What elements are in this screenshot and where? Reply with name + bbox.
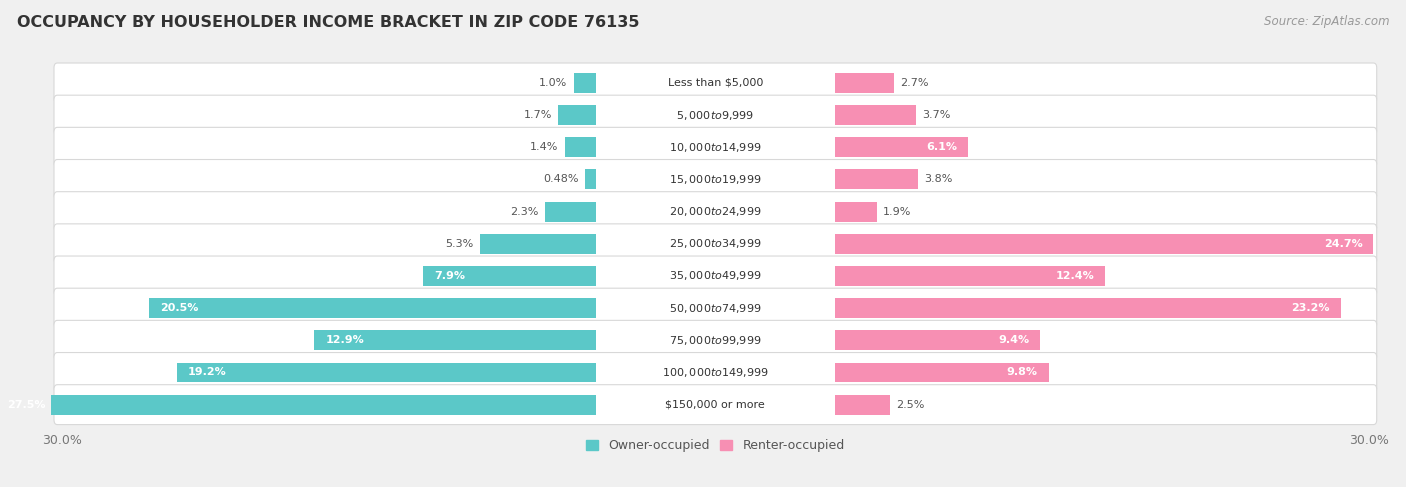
Bar — [177, 362, 596, 382]
Bar — [423, 266, 596, 286]
Bar — [835, 234, 1374, 254]
Text: $35,000 to $49,999: $35,000 to $49,999 — [669, 269, 762, 282]
Text: $75,000 to $99,999: $75,000 to $99,999 — [669, 334, 762, 347]
Bar — [835, 202, 876, 222]
Bar — [835, 73, 894, 93]
Text: $10,000 to $14,999: $10,000 to $14,999 — [669, 141, 762, 154]
FancyBboxPatch shape — [53, 385, 1376, 425]
Bar — [585, 169, 596, 189]
FancyBboxPatch shape — [53, 320, 1376, 360]
Bar — [835, 169, 918, 189]
Text: 1.9%: 1.9% — [883, 206, 911, 217]
Text: $50,000 to $74,999: $50,000 to $74,999 — [669, 301, 762, 315]
FancyBboxPatch shape — [53, 127, 1376, 167]
Text: $5,000 to $9,999: $5,000 to $9,999 — [676, 109, 755, 122]
Text: 9.4%: 9.4% — [998, 336, 1029, 345]
FancyBboxPatch shape — [53, 224, 1376, 264]
Text: 12.4%: 12.4% — [1056, 271, 1094, 281]
Bar — [574, 73, 596, 93]
Text: $150,000 or more: $150,000 or more — [665, 400, 765, 410]
Bar — [835, 330, 1040, 350]
Bar — [835, 105, 915, 125]
Text: OCCUPANCY BY HOUSEHOLDER INCOME BRACKET IN ZIP CODE 76135: OCCUPANCY BY HOUSEHOLDER INCOME BRACKET … — [17, 15, 640, 30]
Legend: Owner-occupied, Renter-occupied: Owner-occupied, Renter-occupied — [586, 439, 845, 452]
Bar — [315, 330, 596, 350]
Text: $100,000 to $149,999: $100,000 to $149,999 — [662, 366, 769, 379]
Bar — [835, 362, 1049, 382]
Bar — [0, 394, 596, 414]
Text: 6.1%: 6.1% — [927, 142, 957, 152]
Text: 12.9%: 12.9% — [325, 336, 364, 345]
Text: $25,000 to $34,999: $25,000 to $34,999 — [669, 237, 762, 250]
Bar — [479, 234, 596, 254]
Text: 2.3%: 2.3% — [510, 206, 538, 217]
Bar — [546, 202, 596, 222]
Bar — [835, 298, 1341, 318]
Text: $15,000 to $19,999: $15,000 to $19,999 — [669, 173, 762, 186]
Text: 1.4%: 1.4% — [530, 142, 558, 152]
Text: 3.8%: 3.8% — [925, 174, 953, 185]
Text: 5.3%: 5.3% — [446, 239, 474, 249]
Bar — [149, 298, 596, 318]
FancyBboxPatch shape — [53, 288, 1376, 328]
Text: 7.9%: 7.9% — [434, 271, 465, 281]
Text: 2.5%: 2.5% — [896, 400, 925, 410]
Text: 24.7%: 24.7% — [1324, 239, 1362, 249]
Text: 3.7%: 3.7% — [922, 110, 950, 120]
FancyBboxPatch shape — [53, 353, 1376, 393]
Text: Source: ZipAtlas.com: Source: ZipAtlas.com — [1264, 15, 1389, 28]
Bar — [835, 394, 890, 414]
Text: 27.5%: 27.5% — [7, 400, 45, 410]
FancyBboxPatch shape — [53, 256, 1376, 296]
Bar — [558, 105, 596, 125]
Text: Less than $5,000: Less than $5,000 — [668, 78, 763, 88]
Text: 20.5%: 20.5% — [160, 303, 198, 313]
FancyBboxPatch shape — [53, 192, 1376, 232]
Text: 9.8%: 9.8% — [1007, 368, 1038, 377]
Text: 19.2%: 19.2% — [188, 368, 226, 377]
Text: 2.7%: 2.7% — [901, 78, 929, 88]
FancyBboxPatch shape — [53, 95, 1376, 135]
Text: 0.48%: 0.48% — [543, 174, 578, 185]
Text: 1.0%: 1.0% — [538, 78, 567, 88]
Bar — [565, 137, 596, 157]
Text: $20,000 to $24,999: $20,000 to $24,999 — [669, 205, 762, 218]
Text: 1.7%: 1.7% — [523, 110, 553, 120]
Text: 23.2%: 23.2% — [1291, 303, 1330, 313]
Bar — [835, 266, 1105, 286]
Bar — [835, 137, 969, 157]
FancyBboxPatch shape — [53, 160, 1376, 199]
FancyBboxPatch shape — [53, 63, 1376, 103]
